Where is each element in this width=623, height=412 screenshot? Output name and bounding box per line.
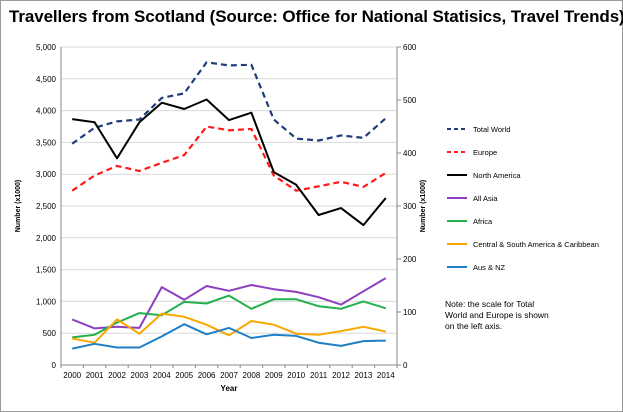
legend-label: Europe xyxy=(473,148,497,157)
y-left-tick-label: 1,000 xyxy=(36,297,57,306)
y-left-tick-label: 5,000 xyxy=(36,43,57,52)
x-tick-label: 2002 xyxy=(108,371,126,380)
legend-label: Aus & NZ xyxy=(473,263,506,272)
y-left-axis-title: Number (x1000) xyxy=(15,180,22,233)
y-right-axis-title: Number (x1000) xyxy=(420,180,427,233)
x-tick-label: 2011 xyxy=(310,371,328,380)
y-right-tick-label: 500 xyxy=(403,96,417,105)
y-left-tick-label: 3,000 xyxy=(36,170,57,179)
series-line xyxy=(71,323,386,350)
y-left-tick-label: 4,500 xyxy=(36,75,57,84)
series-line xyxy=(72,294,387,339)
series-line xyxy=(72,312,387,344)
series-line xyxy=(71,125,387,192)
series-line xyxy=(72,98,387,227)
y-left-tick-label: 2,500 xyxy=(36,202,57,211)
y-left-tick-label: 4,000 xyxy=(36,107,57,116)
x-tick-label: 2014 xyxy=(377,371,395,380)
legend-label: All Asia xyxy=(473,194,498,203)
y-right-tick-label: 100 xyxy=(403,308,417,317)
y-left-tick-label: 2,000 xyxy=(36,234,57,243)
legend-label: Central & South America & Caribbean xyxy=(473,240,599,249)
x-tick-label: 2007 xyxy=(220,371,238,380)
note-line: on the left axis. xyxy=(445,321,503,331)
x-tick-label: 2012 xyxy=(332,371,350,380)
x-tick-label: 2013 xyxy=(355,371,373,380)
series-line xyxy=(71,61,387,145)
chart-title: Travellers from Scotland (Source: Office… xyxy=(9,7,623,26)
x-tick-label: 2009 xyxy=(265,371,283,380)
legend-label: North America xyxy=(473,171,521,180)
x-tick-label: 2004 xyxy=(153,371,171,380)
y-right-tick-label: 400 xyxy=(403,149,417,158)
x-tick-label: 2010 xyxy=(287,371,305,380)
x-tick-label: 2005 xyxy=(175,371,193,380)
legend-label: Total World xyxy=(473,125,510,134)
note-line: World and Europe is shown xyxy=(445,310,549,320)
y-right-tick-label: 0 xyxy=(403,361,408,370)
x-axis-title: Year xyxy=(221,384,238,393)
y-left-tick-label: 3,500 xyxy=(36,138,57,147)
x-tick-label: 2001 xyxy=(86,371,104,380)
x-tick-label: 2003 xyxy=(131,371,149,380)
series-line xyxy=(71,277,387,330)
y-right-tick-label: 200 xyxy=(403,255,417,264)
y-left-tick-label: 1,500 xyxy=(36,266,57,275)
y-left-tick-label: 0 xyxy=(52,361,57,370)
x-tick-label: 2008 xyxy=(243,371,261,380)
y-right-tick-label: 600 xyxy=(403,43,417,52)
chart-note: Note: the scale for Total World and Euro… xyxy=(445,299,605,332)
legend-label: Africa xyxy=(473,217,493,226)
x-tick-label: 2000 xyxy=(63,371,81,380)
y-left-tick-label: 500 xyxy=(43,329,57,338)
y-right-tick-label: 300 xyxy=(403,202,417,211)
note-line: Note: the scale for Total xyxy=(445,299,535,309)
x-tick-label: 2006 xyxy=(198,371,216,380)
